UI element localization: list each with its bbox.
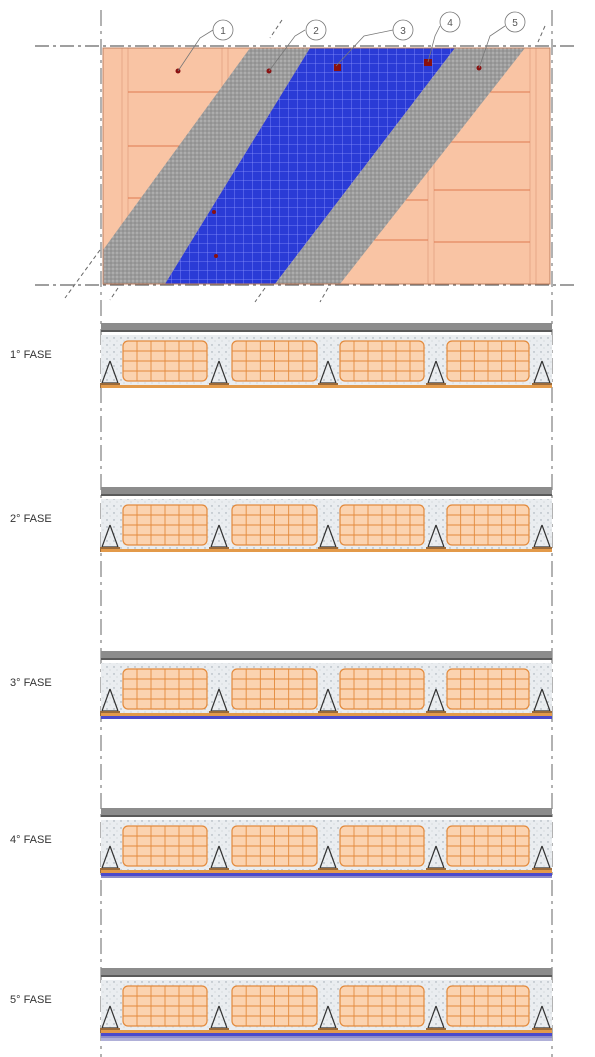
plan-outline	[102, 47, 551, 285]
finish-layer	[101, 1036, 552, 1038]
section-cut-ticks	[64, 19, 546, 303]
coating-layer	[101, 1038, 552, 1041]
callout-3: 3	[392, 19, 414, 41]
deck-slab	[101, 808, 552, 815]
callout-5-number: 5	[512, 18, 518, 29]
callouts	[177, 25, 506, 72]
deck-slab	[101, 651, 552, 658]
phase-section-3: 3° FASE	[10, 651, 552, 719]
callout-1: 1	[212, 19, 234, 41]
deck-slab	[101, 323, 552, 330]
phase-label-1: 1° FASE	[10, 349, 52, 361]
plan-view: 1 2 3 4 5	[35, 11, 578, 303]
deck-edge-line	[101, 330, 552, 332]
callout-5: 5	[504, 11, 526, 33]
deck-slab	[101, 968, 552, 975]
bottom-edge	[101, 385, 552, 388]
bottom-edge	[101, 870, 552, 873]
blue-mesh-band	[165, 48, 455, 284]
bottom-edge	[101, 713, 552, 716]
bottom-edge	[101, 549, 552, 552]
phase-label-2: 2° FASE	[10, 513, 52, 525]
callout-2: 2	[305, 19, 327, 41]
phase-label-4: 4° FASE	[10, 834, 52, 846]
deck-edge-line	[101, 975, 552, 977]
callout-3-number: 3	[400, 26, 406, 37]
callout-4-number: 4	[447, 18, 453, 29]
mesh-layer	[101, 1033, 552, 1036]
deck-edge-line	[101, 494, 552, 496]
phase-label-5: 5° FASE	[10, 994, 52, 1006]
callout-4: 4	[439, 11, 461, 33]
bottom-edge	[101, 1030, 552, 1033]
gray-band-left	[103, 48, 310, 284]
mesh-layer	[101, 716, 552, 719]
deck-slab	[101, 487, 552, 494]
mesh-layer	[101, 873, 552, 876]
phase-label-3: 3° FASE	[10, 677, 52, 689]
phase-section-2: 2° FASE	[10, 487, 552, 552]
phase-section-5: 5° FASE	[10, 968, 552, 1041]
gray-band-right	[275, 48, 525, 284]
phase-section-1: 1° FASE	[10, 323, 552, 388]
phase-section-4: 4° FASE	[10, 808, 552, 878]
callout-2-number: 2	[313, 26, 319, 37]
deck-edge-line	[101, 658, 552, 660]
callout-1-number: 1	[220, 26, 226, 37]
phase-sections: 1° FASE 2° FASE 3° FASE 4° FASE 5° FASE	[10, 323, 552, 1041]
finish-layer	[101, 876, 552, 878]
deck-edge-line	[101, 815, 552, 817]
